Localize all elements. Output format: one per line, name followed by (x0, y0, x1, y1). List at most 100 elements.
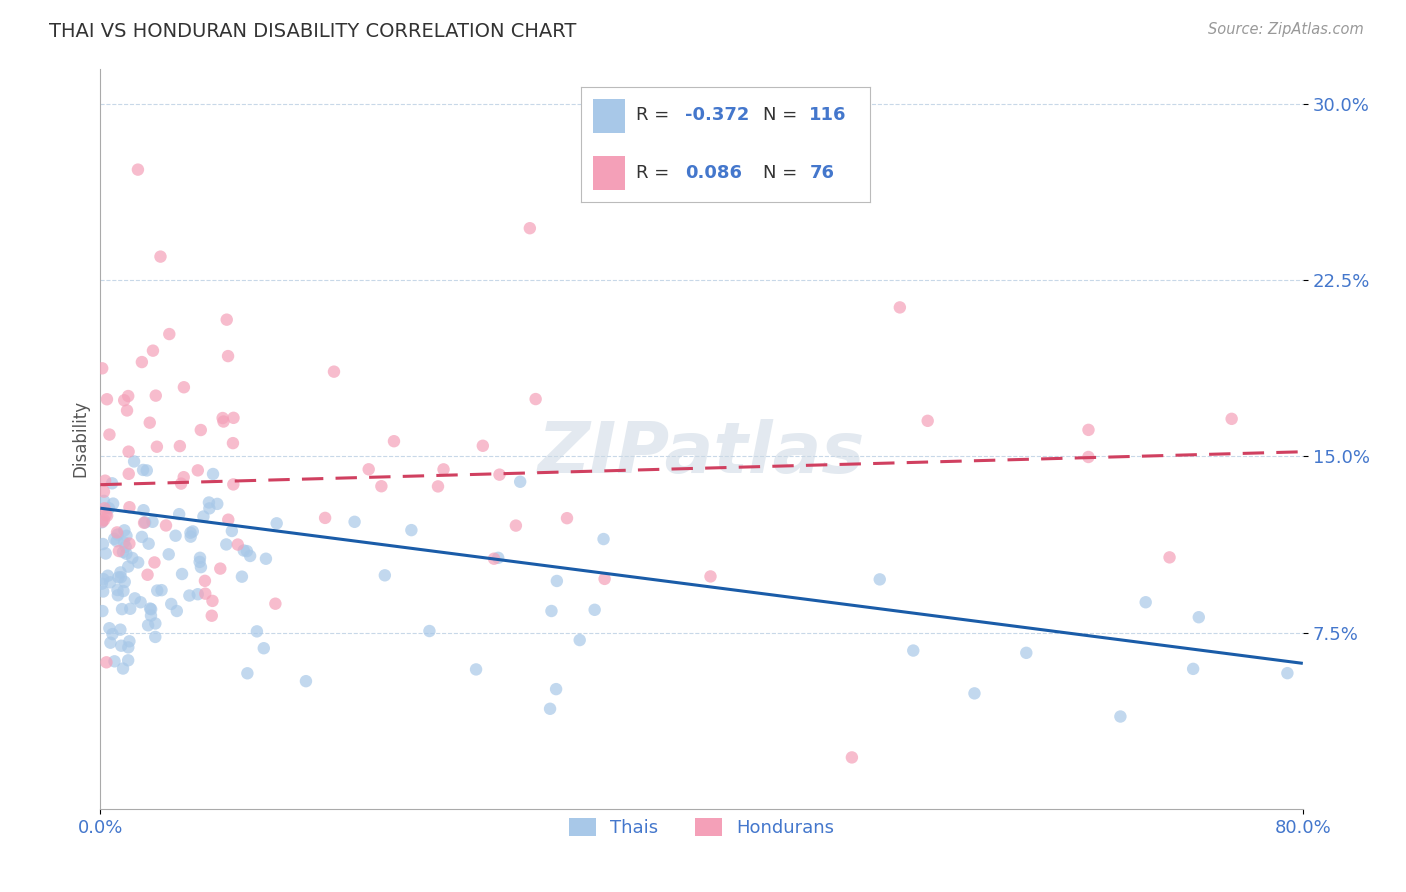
Point (555, 511, 578, 525)
Text: Source: ZipAtlas.com: Source: ZipAtlas.com (1208, 22, 1364, 37)
Point (166, 604, 188, 618)
Point (173, 380, 195, 394)
Point (519, 221, 541, 235)
Point (112, 524, 135, 538)
Point (170, 476, 193, 491)
Point (118, 536, 141, 550)
Point (117, 389, 139, 403)
Point (1159, 550, 1181, 565)
Point (98, 621, 121, 635)
Point (118, 467, 141, 481)
Point (217, 513, 239, 527)
Point (143, 630, 166, 644)
Point (93, 513, 115, 527)
Point (94, 508, 117, 522)
Point (201, 608, 224, 623)
Y-axis label: Disability: Disability (72, 401, 89, 477)
Point (190, 560, 212, 574)
Point (101, 627, 124, 641)
Text: ZIPatlas: ZIPatlas (538, 419, 865, 488)
Point (201, 594, 224, 608)
Point (505, 518, 527, 533)
Point (131, 355, 153, 369)
Point (143, 556, 166, 570)
Point (160, 597, 183, 611)
Point (209, 561, 232, 575)
Point (132, 463, 155, 477)
Point (917, 414, 939, 428)
Point (202, 467, 225, 481)
Point (93, 494, 115, 508)
Point (118, 500, 141, 515)
Point (418, 624, 440, 638)
Point (193, 509, 215, 524)
Point (170, 566, 193, 581)
Point (110, 566, 132, 580)
Point (112, 584, 135, 599)
Point (382, 434, 405, 449)
Point (509, 475, 531, 489)
Point (546, 574, 568, 588)
Point (94, 547, 117, 561)
Point (236, 544, 259, 558)
Point (122, 454, 145, 468)
Point (190, 423, 212, 437)
Point (181, 524, 204, 539)
Point (239, 549, 262, 563)
Point (254, 551, 277, 566)
Point (129, 595, 152, 609)
Point (1220, 412, 1243, 426)
Point (180, 530, 202, 544)
Point (963, 686, 986, 700)
Point (903, 643, 925, 657)
Point (93, 484, 115, 499)
Point (107, 582, 129, 597)
Point (546, 682, 568, 697)
Point (187, 587, 209, 601)
Point (314, 511, 336, 525)
Point (179, 525, 201, 540)
Point (1077, 423, 1099, 437)
Point (115, 547, 138, 561)
Point (101, 476, 124, 491)
Point (107, 570, 129, 584)
Point (488, 467, 510, 482)
Point (486, 550, 509, 565)
Point (105, 534, 128, 549)
Point (1277, 666, 1299, 681)
Point (1077, 450, 1099, 464)
Point (118, 634, 141, 648)
Point (226, 537, 249, 551)
Point (112, 393, 135, 408)
Point (134, 516, 156, 530)
Point (96, 656, 118, 670)
Point (117, 653, 139, 667)
Point (141, 515, 163, 529)
Point (482, 551, 505, 566)
Point (370, 479, 392, 493)
Point (222, 410, 245, 425)
Point (374, 568, 396, 582)
Point (167, 507, 190, 521)
Point (432, 462, 454, 476)
Point (222, 477, 245, 491)
Point (198, 501, 221, 516)
Point (138, 537, 160, 551)
Point (139, 602, 162, 616)
Point (221, 524, 243, 538)
Point (108, 544, 131, 558)
Point (593, 572, 616, 586)
Point (115, 529, 138, 543)
Text: THAI VS HONDURAN DISABILITY CORRELATION CHART: THAI VS HONDURAN DISABILITY CORRELATION … (49, 22, 576, 41)
Point (194, 574, 217, 588)
Point (91, 515, 114, 529)
Point (115, 403, 138, 417)
Point (97, 501, 120, 516)
Point (246, 624, 269, 639)
Point (699, 569, 721, 583)
Point (841, 750, 863, 764)
Point (253, 641, 276, 656)
Point (91, 604, 114, 618)
Point (264, 597, 287, 611)
Point (146, 583, 169, 598)
